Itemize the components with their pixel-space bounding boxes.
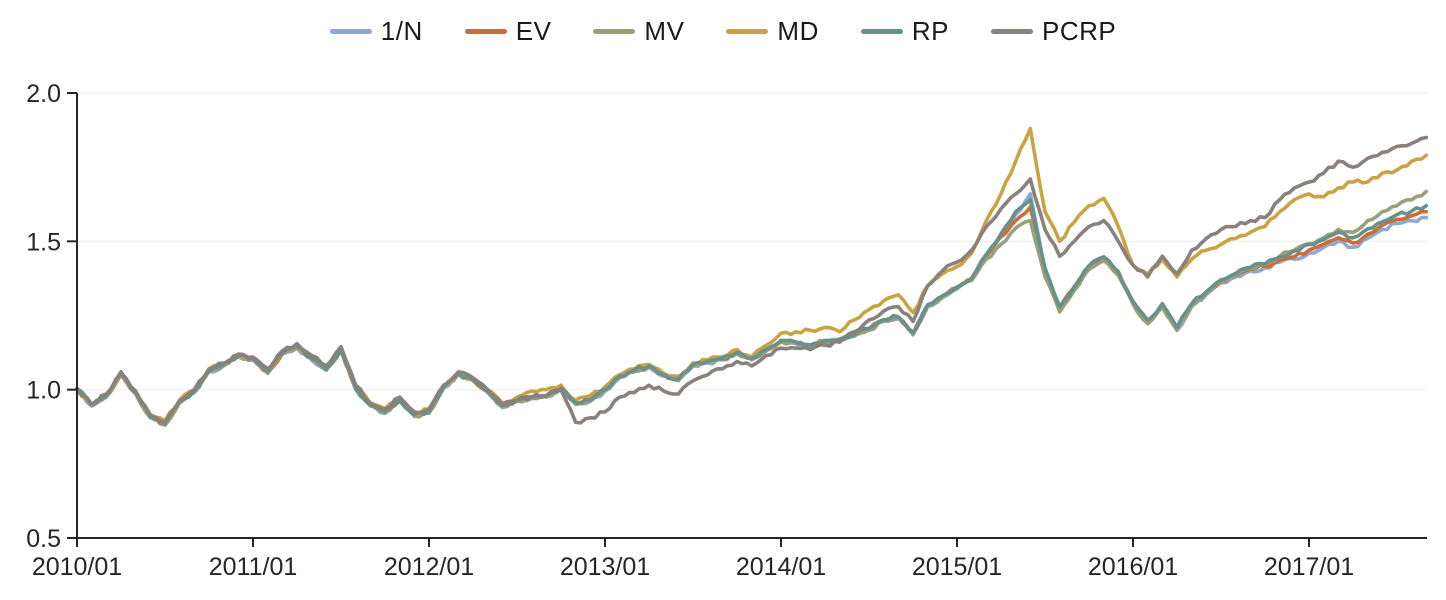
legend-item-PCRP: PCRP (990, 16, 1117, 47)
x-tick-label: 2010/01 (32, 553, 122, 581)
x-tick-label: 2012/01 (384, 553, 474, 581)
x-tick-label: 2017/01 (1264, 553, 1354, 581)
legend-label: RP (911, 16, 949, 46)
legend-label: 1/N (380, 16, 423, 46)
axis-lines (76, 93, 1427, 539)
chart-legend: 1/N EV MV MD RP PCRP (0, 16, 1446, 47)
y-tick-label: 1.0 (26, 377, 61, 405)
legend-item-EV: EV (464, 16, 552, 47)
legend-swatch (329, 29, 372, 34)
legend-swatch (726, 29, 769, 34)
legend-swatch (593, 29, 636, 34)
legend-label: MV (644, 16, 685, 46)
legend-item-1N: 1/N (329, 16, 423, 47)
legend-label: EV (515, 16, 552, 46)
series-line-EV (75, 205, 1429, 426)
legend-swatch (464, 29, 507, 34)
x-tick-label: 2011/01 (209, 553, 298, 581)
legend-label: PCRP (1041, 16, 1117, 46)
legend-item-MD: MD (726, 16, 818, 47)
legend-label: MD (777, 16, 819, 46)
x-tick-label: 2014/01 (736, 553, 826, 581)
legend-swatch (860, 29, 903, 34)
legend-item-MV: MV (593, 16, 684, 47)
series-line-MD (75, 126, 1429, 423)
series-line-PCRP (75, 135, 1429, 425)
y-tick-label: 0.5 (26, 525, 61, 553)
y-tick-label: 1.5 (26, 228, 61, 256)
legend-item-RP: RP (860, 16, 949, 47)
y-tick-label: 2.0 (26, 80, 61, 108)
legend-swatch (990, 29, 1033, 34)
x-tick-label: 2016/01 (1088, 553, 1178, 581)
x-tick-label: 2013/01 (560, 553, 650, 581)
x-tick-label: 2015/01 (912, 553, 1002, 581)
